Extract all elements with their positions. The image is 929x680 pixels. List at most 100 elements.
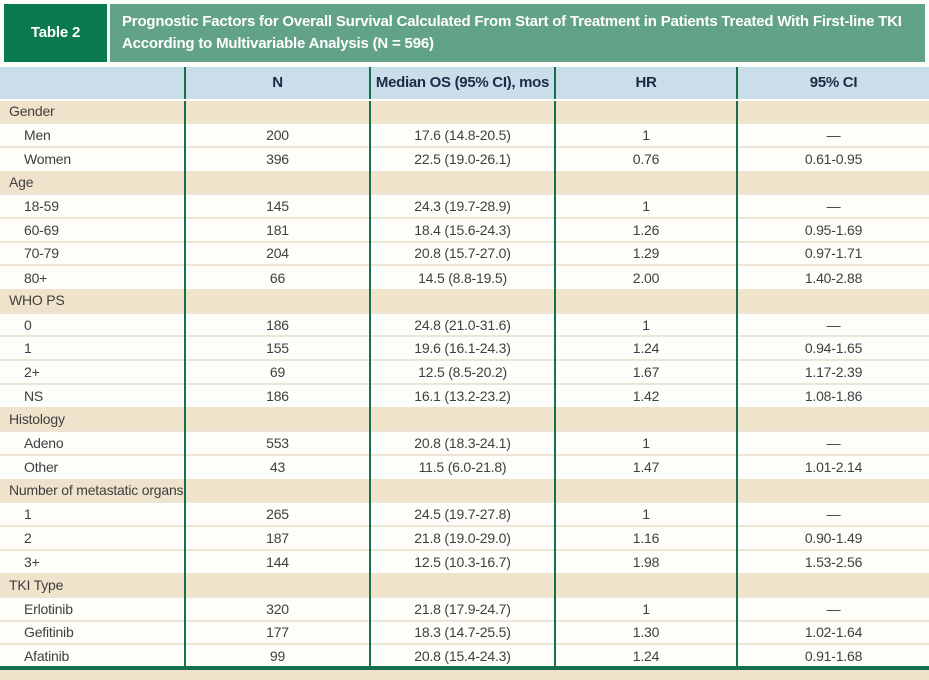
row-label: NS (0, 382, 185, 408)
row-label: Other (0, 453, 185, 479)
table-banner: Table 2 Prognostic Factors for Overall S… (4, 4, 925, 62)
cell-median-os: 20.8 (18.3-24.1) (369, 430, 555, 455)
cell-hr: 1 (554, 595, 737, 621)
section-label: Histology (0, 407, 185, 432)
cell-95ci: 0.91-1.68 (736, 643, 929, 668)
table-row: 2+ 69 12.5 (8.5-20.2) 1.67 1.17-2.39 (0, 359, 929, 384)
cell-median-os: 17.6 (14.8-20.5) (369, 122, 555, 147)
cell-n: 66 (184, 264, 370, 289)
cell-median-os: 21.8 (17.9-24.7) (369, 595, 555, 621)
table-row: 18-59 145 24.3 (19.7-28.9) 1— (0, 193, 929, 218)
row-label: 18-59 (0, 193, 185, 218)
table-row: 70-79 204 20.8 (15.7-27.0) 1.29 0.97-1.71 (0, 240, 929, 266)
cell-n: 320 (184, 595, 370, 621)
cell-95ci: 0.97-1.71 (736, 240, 929, 266)
table-row: Adeno 553 20.8 (18.3-24.1) 1— (0, 430, 929, 455)
table-row: 1 265 24.5 (19.7-27.8) 1— (0, 501, 929, 526)
section-empty-cell (184, 573, 370, 597)
cell-n: 396 (184, 145, 370, 171)
cell-hr: 1.67 (554, 359, 737, 384)
section-empty-cell (736, 289, 929, 313)
column-header-95-ci: 95% CI (736, 66, 929, 101)
section-row: Histology (0, 407, 929, 432)
cell-median-os: 20.8 (15.4-24.3) (369, 643, 555, 668)
cell-hr: 1 (554, 193, 737, 218)
cell-hr: 1 (554, 501, 737, 526)
section-empty-cell (369, 478, 555, 503)
cell-hr: 1.47 (554, 453, 737, 479)
cell-n: 43 (184, 453, 370, 479)
section-empty-cell (554, 478, 737, 503)
cell-median-os: 16.1 (13.2-23.2) (369, 382, 555, 408)
column-header-row: N Median OS (95% CI), mos HR 95% CI (0, 66, 929, 101)
row-label: 80+ (0, 264, 185, 289)
table-row: 1 155 19.6 (16.1-24.3) 1.24 0.94-1.65 (0, 335, 929, 361)
table-row: Women 396 22.5 (19.0-26.1) 0.76 0.61-0.95 (0, 145, 929, 171)
row-label: 0 (0, 311, 185, 337)
cell-95ci: 0.94-1.65 (736, 335, 929, 361)
cell-median-os: 20.8 (15.7-27.0) (369, 240, 555, 266)
section-empty-cell (736, 170, 929, 195)
cell-hr: 1.29 (554, 240, 737, 266)
section-empty-cell (184, 99, 370, 124)
cell-n: 145 (184, 193, 370, 218)
table-number-label: Table 2 (4, 4, 110, 62)
cell-median-os: 24.8 (21.0-31.6) (369, 311, 555, 337)
cell-95ci: — (736, 311, 929, 337)
table-row: Other 43 11.5 (6.0-21.8) 1.47 1.01-2.14 (0, 453, 929, 479)
cell-hr: 1 (554, 430, 737, 455)
cell-median-os: 18.4 (15.6-24.3) (369, 216, 555, 242)
cell-hr: 1.98 (554, 548, 737, 574)
section-empty-cell (736, 573, 929, 597)
row-label: 2 (0, 524, 185, 550)
prognostic-factors-table: N Median OS (95% CI), mos HR 95% CI Gender M… (0, 66, 929, 670)
cell-hr: 1.26 (554, 216, 737, 242)
cell-hr: 1 (554, 122, 737, 147)
cell-n: 177 (184, 619, 370, 645)
section-empty-cell (184, 170, 370, 195)
section-label: Number of metastatic organs (0, 478, 185, 503)
table-row: Afatinib 99 20.8 (15.4-24.3) 1.24 0.91-1.68 (0, 643, 929, 668)
section-row: Age (0, 170, 929, 195)
cell-median-os: 14.5 (8.8-19.5) (369, 264, 555, 289)
cell-median-os: 21.8 (19.0-29.0) (369, 524, 555, 550)
table-row: Men 200 17.6 (14.8-20.5) 1— (0, 122, 929, 147)
cell-95ci: 1.01-2.14 (736, 453, 929, 479)
section-empty-cell (736, 99, 929, 124)
row-label: Afatinib (0, 643, 185, 668)
cell-median-os: 24.3 (19.7-28.9) (369, 193, 555, 218)
section-empty-cell (369, 99, 555, 124)
section-empty-cell (369, 170, 555, 195)
row-label: 1 (0, 335, 185, 361)
cell-95ci: 1.40-2.88 (736, 264, 929, 289)
table-row: NS 186 16.1 (13.2-23.2) 1.42 1.08-1.86 (0, 382, 929, 408)
section-row: Number of metastatic organs (0, 478, 929, 503)
cell-n: 187 (184, 524, 370, 550)
cell-95ci: — (736, 501, 929, 526)
cell-n: 204 (184, 240, 370, 266)
section-label: WHO PS (0, 289, 185, 313)
cell-median-os: 12.5 (10.3-16.7) (369, 548, 555, 574)
cell-95ci: 1.53-2.56 (736, 548, 929, 574)
row-label: Gefitinib (0, 619, 185, 645)
section-label: Gender (0, 99, 185, 124)
row-label: Men (0, 122, 185, 147)
cell-n: 144 (184, 548, 370, 574)
section-empty-cell (554, 573, 737, 597)
section-empty-cell (554, 289, 737, 313)
cell-95ci: 1.02-1.64 (736, 619, 929, 645)
column-header-empty (0, 66, 185, 101)
cell-hr: 0.76 (554, 145, 737, 171)
cell-median-os: 19.6 (16.1-24.3) (369, 335, 555, 361)
cell-95ci: 0.90-1.49 (736, 524, 929, 550)
section-empty-cell (554, 407, 737, 432)
cell-hr: 1 (554, 311, 737, 337)
cell-n: 186 (184, 311, 370, 337)
section-empty-cell (369, 573, 555, 597)
table-row: 80+ 66 14.5 (8.8-19.5) 2.00 1.40-2.88 (0, 264, 929, 289)
cell-median-os: 24.5 (19.7-27.8) (369, 501, 555, 526)
section-empty-cell (736, 478, 929, 503)
cell-hr: 1.30 (554, 619, 737, 645)
table-row: 3+ 144 12.5 (10.3-16.7) 1.98 1.53-2.56 (0, 548, 929, 574)
section-empty-cell (554, 99, 737, 124)
